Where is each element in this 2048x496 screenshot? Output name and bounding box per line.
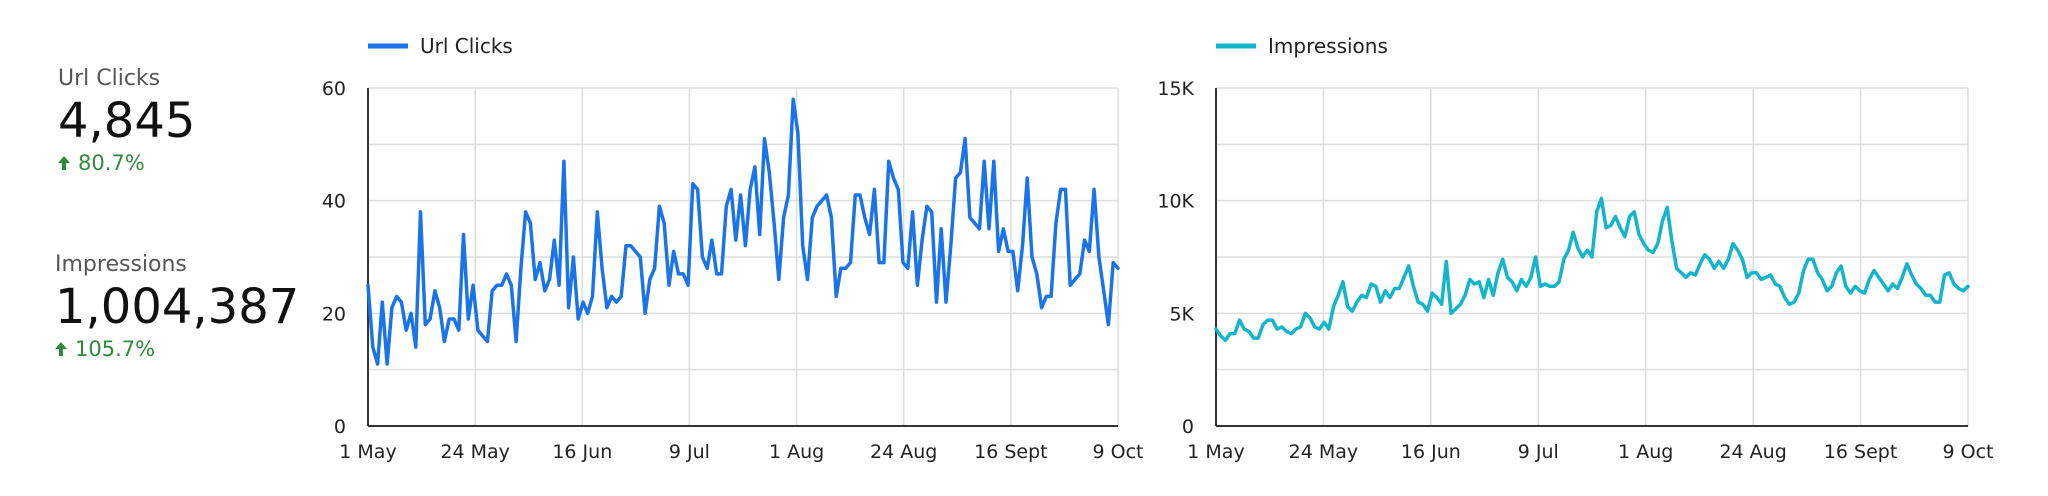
clicks-x-tick-label: 24 May bbox=[440, 441, 510, 463]
arrow-up-icon bbox=[55, 342, 67, 356]
kpi-impressions-delta-value: 105.7% bbox=[75, 337, 156, 361]
clicks-x-tick-label: 1 May bbox=[339, 441, 396, 463]
clicks-y-tick-label: 0 bbox=[334, 416, 346, 438]
impressions-x-tick-label: 24 May bbox=[1289, 441, 1359, 463]
clicks-y-tick-label: 60 bbox=[322, 78, 346, 100]
clicks-y-tick-label: 40 bbox=[322, 191, 346, 213]
kpi-url-clicks-delta: 80.7% bbox=[58, 151, 195, 175]
clicks-legend-label: Url Clicks bbox=[420, 34, 513, 58]
clicks-x-tick-label: 9 Oct bbox=[1093, 441, 1144, 463]
kpi-url-clicks: Url Clicks 4,845 80.7% bbox=[58, 66, 195, 175]
kpi-impressions: Impressions 1,004,387 105.7% bbox=[55, 252, 299, 361]
impressions-x-tick-label: 24 Aug bbox=[1719, 441, 1786, 463]
impressions-y-tick-label: 10K bbox=[1157, 191, 1194, 213]
kpi-impressions-value: 1,004,387 bbox=[55, 279, 300, 335]
arrow-up-icon bbox=[58, 156, 70, 170]
impressions-x-tick-label: 9 Oct bbox=[1943, 441, 1994, 463]
impressions-y-tick-label: 5K bbox=[1169, 303, 1194, 325]
impressions-x-tick-label: 16 Jun bbox=[1401, 441, 1461, 463]
kpi-url-clicks-value: 4,845 bbox=[58, 93, 196, 149]
kpi-url-clicks-label: Url Clicks bbox=[58, 66, 161, 91]
impressions-x-tick-label: 16 Sept bbox=[1824, 441, 1897, 463]
impressions-y-tick-label: 15K bbox=[1157, 78, 1194, 100]
impressions-series-line bbox=[1214, 196, 1970, 343]
clicks-y-tick-label: 20 bbox=[322, 303, 346, 325]
impressions-legend-label: Impressions bbox=[1268, 34, 1388, 58]
kpi-impressions-delta: 105.7% bbox=[55, 337, 299, 361]
impressions-x-tick-label: 1 Aug bbox=[1618, 441, 1673, 463]
clicks-x-tick-label: 16 Jun bbox=[552, 441, 612, 463]
clicks-series-line bbox=[366, 97, 1120, 366]
kpi-url-clicks-delta-value: 80.7% bbox=[78, 151, 145, 175]
clicks-x-tick-label: 9 Jul bbox=[669, 441, 710, 463]
impressions-x-tick-label: 9 Jul bbox=[1518, 441, 1559, 463]
clicks-x-tick-label: 24 Aug bbox=[870, 441, 937, 463]
impressions-y-tick-label: 0 bbox=[1182, 416, 1194, 438]
clicks-x-tick-label: 1 Aug bbox=[769, 441, 824, 463]
clicks-x-tick-label: 16 Sept bbox=[974, 441, 1047, 463]
kpi-impressions-label: Impressions bbox=[55, 252, 187, 277]
impressions-x-tick-label: 1 May bbox=[1187, 441, 1244, 463]
